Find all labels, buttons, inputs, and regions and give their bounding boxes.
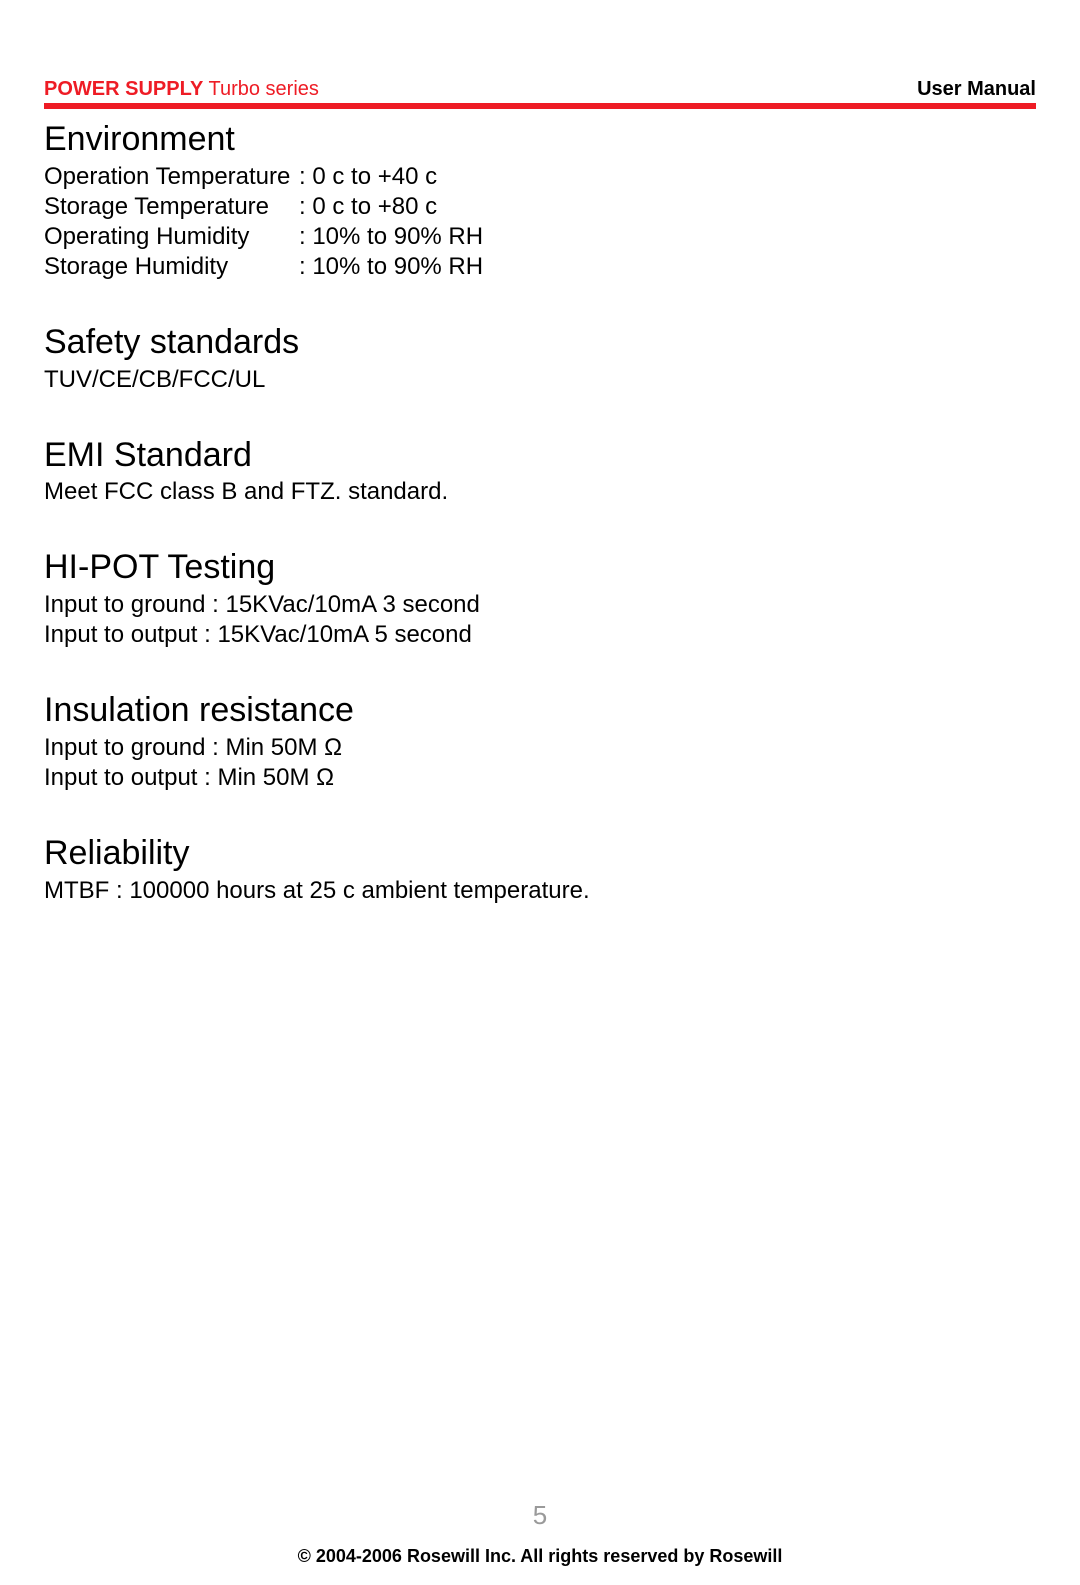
section-body: TUV/CE/CB/FCC/UL [44, 365, 1036, 395]
section-title: Insulation resistance [44, 690, 1036, 731]
section-body: Input to ground : 15KVac/10mA 3 second I… [44, 590, 1036, 650]
header-title-normal: Turbo series [203, 78, 319, 100]
spec-label: Operating Humidity [44, 222, 299, 252]
section-title: EMI Standard [44, 435, 1036, 476]
section-body: Input to ground : Min 50M Ω Input to out… [44, 733, 1036, 793]
manual-page: POWER SUPPLY Turbo series User Manual En… [0, 0, 1080, 1585]
spec-row: Storage Temperature : 0 c to +80 c [44, 192, 1036, 222]
section-title: HI-POT Testing [44, 547, 1036, 588]
spec-line: Input to ground : Min 50M Ω [44, 733, 1036, 763]
section-reliability: Reliability MTBF : 100000 hours at 25 c … [44, 833, 1036, 906]
spec-value: : 10% to 90% RH [299, 252, 483, 282]
page-header: POWER SUPPLY Turbo series User Manual [44, 78, 1036, 101]
spec-line: Input to ground : 15KVac/10mA 3 second [44, 590, 1036, 620]
spec-line: MTBF : 100000 hours at 25 c ambient temp… [44, 876, 1036, 906]
spec-label: Storage Humidity [44, 252, 299, 282]
spec-line: Input to output : Min 50M Ω [44, 763, 1036, 793]
header-title-bold: POWER SUPPLY [44, 78, 203, 100]
spec-row: Operating Humidity : 10% to 90% RH [44, 222, 1036, 252]
spec-row: Operation Temperature : 0 c to +40 c [44, 162, 1036, 192]
section-hipot-testing: HI-POT Testing Input to ground : 15KVac/… [44, 547, 1036, 650]
section-safety-standards: Safety standards TUV/CE/CB/FCC/UL [44, 322, 1036, 395]
header-left: POWER SUPPLY Turbo series [44, 78, 319, 101]
spec-label: Operation Temperature [44, 162, 299, 192]
spec-line: Meet FCC class B and FTZ. standard. [44, 477, 1036, 507]
spec-line: TUV/CE/CB/FCC/UL [44, 365, 1036, 395]
section-body: Operation Temperature : 0 c to +40 c Sto… [44, 162, 1036, 282]
section-title: Safety standards [44, 322, 1036, 363]
section-body: Meet FCC class B and FTZ. standard. [44, 477, 1036, 507]
section-body: MTBF : 100000 hours at 25 c ambient temp… [44, 876, 1036, 906]
page-number: 5 [0, 1500, 1080, 1531]
header-right: User Manual [917, 78, 1036, 101]
spec-line: Input to output : 15KVac/10mA 5 second [44, 620, 1036, 650]
section-title: Environment [44, 119, 1036, 160]
content: Environment Operation Temperature : 0 c … [44, 113, 1036, 906]
header-divider [44, 103, 1036, 109]
spec-value: : 0 c to +80 c [299, 192, 437, 222]
spec-value: : 0 c to +40 c [299, 162, 437, 192]
section-insulation-resistance: Insulation resistance Input to ground : … [44, 690, 1036, 793]
copyright: © 2004-2006 Rosewill Inc. All rights res… [0, 1546, 1080, 1567]
section-emi-standard: EMI Standard Meet FCC class B and FTZ. s… [44, 435, 1036, 508]
spec-value: : 10% to 90% RH [299, 222, 483, 252]
section-title: Reliability [44, 833, 1036, 874]
section-environment: Environment Operation Temperature : 0 c … [44, 119, 1036, 282]
spec-label: Storage Temperature [44, 192, 299, 222]
spec-row: Storage Humidity : 10% to 90% RH [44, 252, 1036, 282]
